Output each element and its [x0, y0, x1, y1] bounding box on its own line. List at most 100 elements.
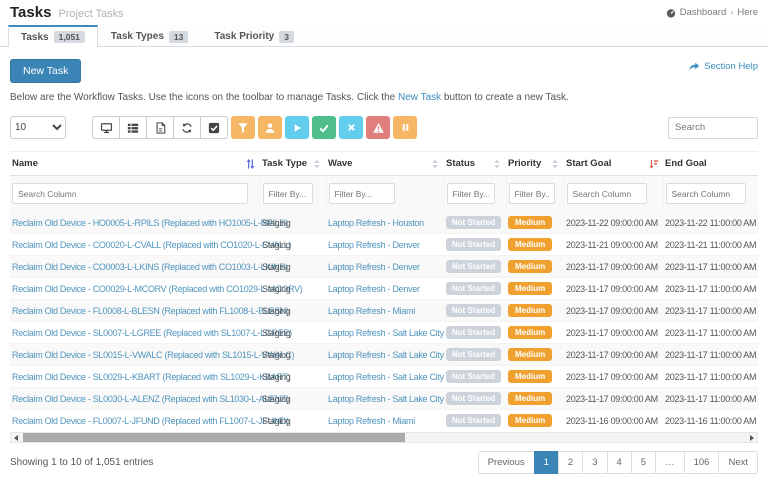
- new-task-button[interactable]: New Task: [10, 59, 82, 83]
- task-name-link[interactable]: Reclaim Old Device - CO0029-L-MCORV (Rep…: [12, 283, 303, 294]
- wave-link[interactable]: Laptop Refresh - Houston: [328, 217, 424, 228]
- priority-badge: Medium: [508, 238, 553, 251]
- wave-link[interactable]: Laptop Refresh - Denver: [328, 239, 420, 250]
- task-name-link[interactable]: Reclaim Old Device - HO0005-L-RPILS (Rep…: [12, 217, 288, 228]
- pagination-page-3[interactable]: 3: [582, 451, 608, 474]
- table-row[interactable]: Reclaim Old Device - CO0020-L-CVALL (Rep…: [10, 233, 758, 256]
- filter-name-input[interactable]: [12, 183, 249, 204]
- wave-link[interactable]: Laptop Refresh - Salt Lake City: [328, 327, 444, 338]
- pagination-page-2[interactable]: 2: [557, 451, 584, 474]
- end-goal-cell: 2023-11-17 11:00:00 AM: [663, 255, 758, 278]
- task-name-link[interactable]: Reclaim Old Device - CO0020-L-CVALL (Rep…: [12, 239, 292, 250]
- horizontal-scrollbar[interactable]: [10, 432, 758, 443]
- complete-task-button[interactable]: [312, 116, 336, 139]
- table-row[interactable]: Reclaim Old Device - SL0007-L-LGREE (Rep…: [10, 321, 758, 344]
- search-input[interactable]: [668, 116, 758, 139]
- priority-badge: Medium: [508, 326, 553, 339]
- start-task-button[interactable]: [285, 116, 309, 139]
- column-header-wave[interactable]: Wave: [326, 152, 444, 176]
- wave-link[interactable]: Laptop Refresh - Denver: [328, 283, 420, 294]
- description-new-task-link[interactable]: New Task: [397, 92, 442, 103]
- pause-icon: [400, 122, 411, 133]
- filter-priority-input[interactable]: [508, 183, 555, 204]
- tab-task-types[interactable]: Task Types 13: [98, 25, 201, 47]
- tab-task-priority-label: Task Priority: [214, 31, 275, 42]
- wave-link[interactable]: Laptop Refresh - Miami: [328, 305, 415, 316]
- column-header-priority[interactable]: Priority: [506, 152, 564, 176]
- export-file-button[interactable]: [146, 116, 174, 139]
- scroll-left-arrow[interactable]: [14, 435, 18, 441]
- pagination-page-4[interactable]: 4: [606, 451, 632, 474]
- column-header-name[interactable]: Name: [10, 152, 260, 176]
- task-name-link[interactable]: Reclaim Old Device - SL0015-L-VWALC (Rep…: [12, 349, 295, 360]
- cancel-task-button[interactable]: [339, 116, 363, 139]
- task-name-link[interactable]: Reclaim Old Device - SL0007-L-LGREE (Rep…: [12, 327, 292, 338]
- page-heading: Tasks Project Tasks: [10, 4, 124, 21]
- filter-tasks-button[interactable]: [231, 116, 255, 139]
- tab-task-priority[interactable]: Task Priority 3: [201, 25, 307, 47]
- wave-link[interactable]: Laptop Refresh - Denver: [328, 261, 420, 272]
- task-type-cell: Staging: [260, 409, 326, 431]
- task-name-link[interactable]: Reclaim Old Device - CO0003-L-LKINS (Rep…: [12, 261, 288, 272]
- status-badge: Not Started: [446, 282, 502, 295]
- pagination: Previous 1 2 3 4 5 … 106 Next: [477, 451, 758, 474]
- pagination-ellipsis: …: [655, 451, 685, 474]
- column-header-start-goal[interactable]: Start Goal: [564, 152, 663, 176]
- table-row[interactable]: Reclaim Old Device - FL0007-L-JFUND (Rep…: [10, 409, 758, 431]
- pagination-page-1[interactable]: 1: [533, 451, 559, 474]
- column-header-end-goal[interactable]: End Goal: [663, 152, 758, 176]
- pause-task-button[interactable]: [393, 116, 417, 139]
- table-row[interactable]: Reclaim Old Device - HO0005-L-RPILS (Rep…: [10, 211, 758, 234]
- refresh-button[interactable]: [173, 116, 201, 139]
- filter-status-input[interactable]: [446, 183, 495, 204]
- wave-link[interactable]: Laptop Refresh - Salt Lake City: [328, 349, 444, 360]
- panel-description: Below are the Workflow Tasks. Use the ic…: [10, 92, 758, 103]
- wave-link[interactable]: Laptop Refresh - Salt Lake City: [328, 393, 444, 404]
- start-goal-cell: 2023-11-17 09:00:00 AM: [564, 343, 663, 366]
- table-body: Reclaim Old Device - HO0005-L-RPILS (Rep…: [10, 211, 758, 431]
- priority-badge: Medium: [508, 260, 553, 273]
- status-badge: Not Started: [446, 238, 502, 251]
- filter-task-type-input[interactable]: [262, 183, 313, 204]
- filter-start-goal-input[interactable]: [566, 183, 647, 204]
- breadcrumb-current: Here: [737, 7, 758, 18]
- task-name-link[interactable]: Reclaim Old Device - FL0008-L-BLESN (Rep…: [12, 305, 289, 316]
- bulk-select-button[interactable]: [200, 116, 228, 139]
- task-name-link[interactable]: Reclaim Old Device - SL0029-L-KBART (Rep…: [12, 371, 291, 382]
- pagination-page-106[interactable]: 106: [683, 451, 720, 474]
- filter-wave-input[interactable]: [328, 183, 395, 204]
- wave-link[interactable]: Laptop Refresh - Miami: [328, 415, 415, 426]
- list-view-button[interactable]: [119, 116, 147, 139]
- task-name-link[interactable]: Reclaim Old Device - FL0007-L-JFUND (Rep…: [12, 415, 289, 426]
- wave-link[interactable]: Laptop Refresh - Salt Lake City: [328, 371, 444, 382]
- table-row[interactable]: Reclaim Old Device - SL0029-L-KBART (Rep…: [10, 365, 758, 388]
- alert-task-button[interactable]: [366, 116, 390, 139]
- tab-tasks[interactable]: Tasks 1,051: [8, 25, 98, 47]
- start-goal-cell: 2023-11-16 09:00:00 AM: [564, 409, 663, 431]
- pagination-previous[interactable]: Previous: [477, 451, 535, 474]
- task-type-cell: Staging: [260, 365, 326, 388]
- task-name-link[interactable]: Reclaim Old Device - SL0030-L-ALENZ (Rep…: [12, 393, 289, 404]
- table-row[interactable]: Reclaim Old Device - CO0003-L-LKINS (Rep…: [10, 255, 758, 278]
- scroll-right-arrow[interactable]: [750, 435, 754, 441]
- pagination-page-5[interactable]: 5: [630, 451, 657, 474]
- table-row[interactable]: Reclaim Old Device - SL0015-L-VWALC (Rep…: [10, 343, 758, 366]
- table-row[interactable]: Reclaim Old Device - FL0008-L-BLESN (Rep…: [10, 299, 758, 322]
- page-title: Tasks: [10, 4, 52, 21]
- page-size-select[interactable]: 10: [10, 116, 66, 139]
- refresh-icon: [181, 122, 193, 134]
- pagination-next[interactable]: Next: [718, 451, 758, 474]
- section-help-link[interactable]: Section Help: [688, 61, 758, 72]
- filter-end-goal-input[interactable]: [665, 183, 746, 204]
- table-row[interactable]: Reclaim Old Device - CO0029-L-MCORV (Rep…: [10, 277, 758, 300]
- column-header-task-type[interactable]: Task Type: [260, 152, 326, 176]
- display-columns-button[interactable]: [92, 116, 120, 139]
- status-badge: Not Started: [446, 326, 502, 339]
- column-header-status[interactable]: Status: [444, 152, 506, 176]
- assign-user-button[interactable]: [258, 116, 282, 139]
- table-row[interactable]: Reclaim Old Device - SL0030-L-ALENZ (Rep…: [10, 387, 758, 410]
- status-badge: Not Started: [446, 370, 502, 383]
- play-icon: [291, 122, 303, 134]
- scrollbar-thumb[interactable]: [23, 433, 405, 442]
- breadcrumb-dashboard[interactable]: Dashboard: [679, 7, 727, 18]
